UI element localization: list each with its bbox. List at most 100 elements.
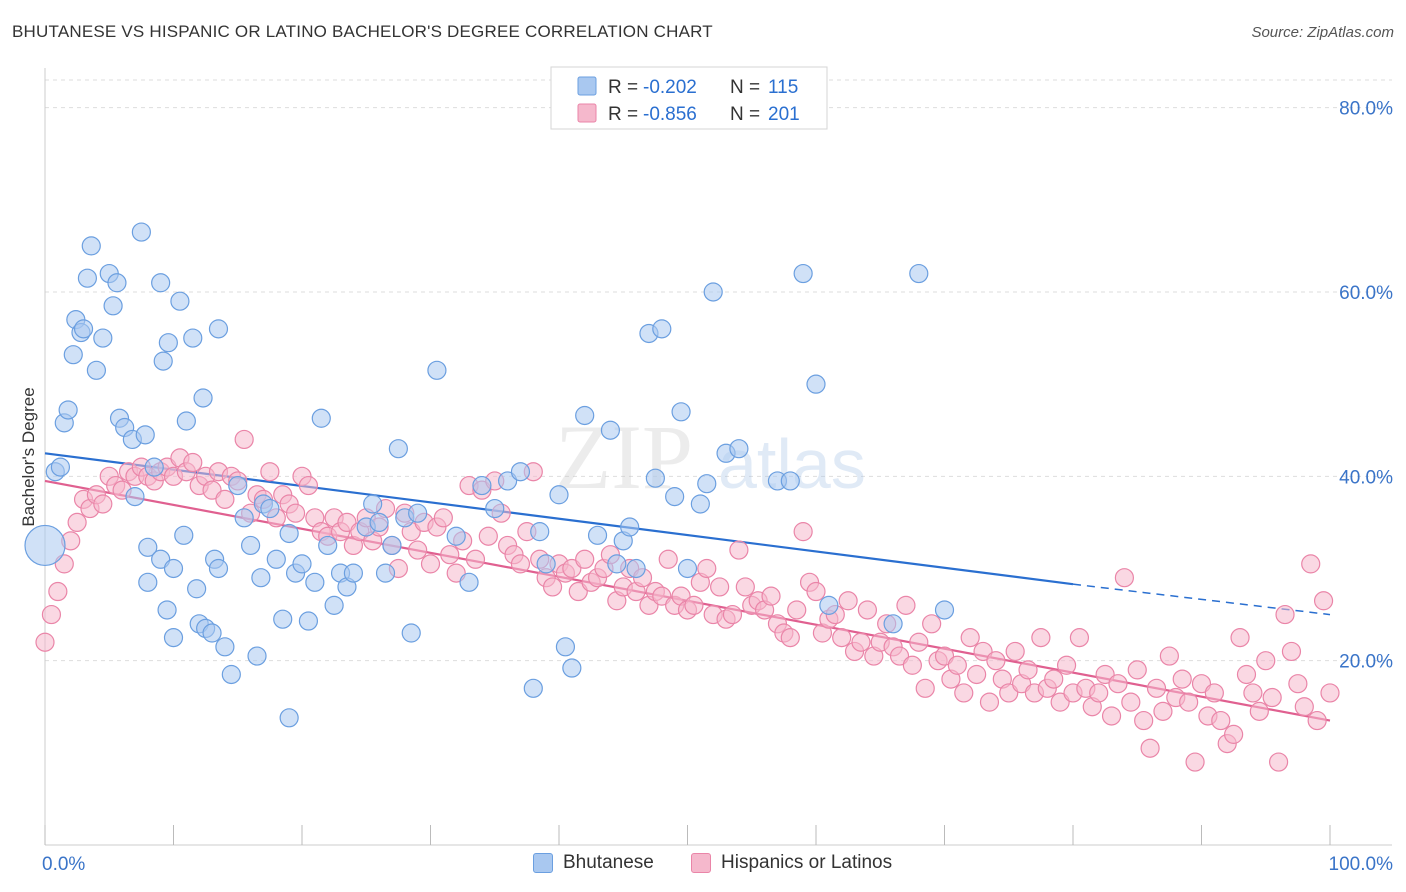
hispanic-point: [440, 545, 460, 565]
axes: [44, 68, 1392, 846]
bhutanese-point: [170, 291, 190, 311]
bhutanese-point: [369, 512, 389, 533]
hispanic-point: [408, 540, 428, 560]
hispanic-point: [806, 581, 826, 602]
bhutanese-point: [793, 263, 813, 284]
hispanic-point: [1301, 554, 1321, 574]
hispanic-point: [542, 577, 563, 597]
bhutanese-point: [382, 535, 402, 556]
bhutanese-point: [193, 388, 213, 408]
bhutanese-point: [273, 609, 293, 629]
legend-item-hispanics[interactable]: Hispanics or Latinos: [691, 852, 892, 874]
bhutanese-point: [73, 319, 94, 339]
bhutanese-point: [215, 637, 235, 657]
bhutanese-point: [138, 537, 158, 557]
hispanic-point: [1108, 674, 1128, 694]
x-tick-label: 0.0%: [42, 854, 85, 875]
hispanic-point: [761, 586, 781, 606]
bhutanese-point: [157, 600, 177, 620]
source-label: Source: ZipAtlas.com: [1251, 24, 1394, 41]
bhutanese-point: [575, 405, 595, 426]
legend-r-value-2: -0.856: [643, 104, 697, 125]
hispanic-point: [1243, 683, 1263, 703]
bhutanese-point: [208, 319, 229, 339]
bhutanese-point: [555, 637, 576, 657]
legend-swatch: [533, 853, 553, 873]
hispanic-point: [1179, 692, 1199, 712]
bhutanese-point: [241, 535, 261, 556]
watermark: ZIP atlas: [555, 406, 866, 508]
hispanic-point: [41, 604, 62, 625]
hispanic-point: [735, 577, 755, 597]
hispanic-point: [1320, 683, 1340, 703]
bhutanese-point: [523, 678, 543, 698]
hispanic-point: [1089, 683, 1109, 703]
y-tick-label: 20.0%: [1339, 652, 1393, 673]
bhutanese-point: [401, 623, 421, 643]
hispanic-point: [1114, 568, 1135, 588]
bhutanese-point: [883, 614, 903, 634]
hispanic-point: [729, 540, 749, 560]
bhutanese-point: [562, 658, 582, 678]
data-points: [24, 222, 1340, 772]
bhutanese-point: [63, 345, 83, 365]
bhutanese-point: [298, 611, 319, 631]
bhutanese-point: [24, 524, 66, 567]
bhutanese-point: [909, 263, 929, 284]
bhutanese-point: [600, 420, 621, 440]
bhutanese-point: [138, 572, 158, 592]
bhutanese-point: [934, 600, 955, 620]
bhutanese-point: [690, 494, 710, 514]
bhutanese-point: [620, 517, 640, 537]
hispanic-point: [1275, 604, 1295, 625]
hispanic-point: [1262, 687, 1282, 708]
hispanic-point: [1134, 710, 1154, 731]
bhutanese-point: [819, 595, 839, 615]
tick-labels: 20.0% 40.0% 60.0% 80.0% 0.0% 100.0%: [42, 99, 1393, 875]
stats-legend: R = -0.202 N = 115 R = -0.856 N = 201: [550, 66, 828, 130]
bhutanese-point: [729, 439, 749, 459]
bhutanese-point: [234, 508, 254, 528]
hispanic-point: [1236, 664, 1257, 685]
hispanic-point: [1288, 674, 1308, 694]
hispanic-point: [1281, 641, 1302, 662]
hispanic-point: [960, 628, 980, 648]
bhutanese-point: [174, 525, 194, 545]
hispanic-point: [896, 595, 916, 615]
y-tick-label: 60.0%: [1339, 283, 1393, 304]
bhutanese-point: [125, 487, 145, 507]
hispanic-point: [260, 462, 280, 482]
hispanic-point: [1031, 628, 1051, 648]
bhutanese-point: [645, 468, 665, 488]
bhutanese-point: [279, 708, 299, 728]
hispanic-point: [1224, 724, 1244, 744]
bhutanese-point: [427, 360, 447, 380]
hispanic-point: [93, 494, 113, 514]
bhutanese-point: [93, 328, 113, 348]
hispanic-point: [285, 503, 306, 523]
bhutanese-point: [806, 374, 826, 394]
hispanic-point: [722, 604, 743, 625]
legend-swatch-blue: [577, 76, 597, 96]
x-tick-label: 100.0%: [1329, 854, 1394, 875]
legend-swatch: [691, 853, 711, 873]
bhutanese-point: [626, 558, 646, 579]
watermark-atlas: atlas: [718, 425, 866, 503]
hispanic-point: [1153, 701, 1173, 721]
hispanic-point: [1256, 651, 1276, 671]
bhutanese-point: [677, 558, 698, 579]
y-axis-label: Bachelor's Degree: [19, 387, 38, 526]
hispanic-point: [780, 628, 800, 648]
bhutanese-point: [81, 236, 101, 256]
bhutanese-point: [86, 360, 107, 380]
bhutanese-point: [221, 664, 241, 685]
legend-item-bhutanese[interactable]: Bhutanese: [533, 852, 654, 874]
hispanic-point: [420, 554, 441, 574]
hispanic-point: [1294, 697, 1314, 717]
hispanic-point: [684, 595, 704, 615]
bhutanese-point: [251, 568, 271, 588]
bhutanese-point: [187, 579, 207, 599]
bhutanese-point: [279, 523, 299, 544]
bhutanese-point: [363, 494, 383, 514]
bhutanese-point: [107, 273, 127, 293]
